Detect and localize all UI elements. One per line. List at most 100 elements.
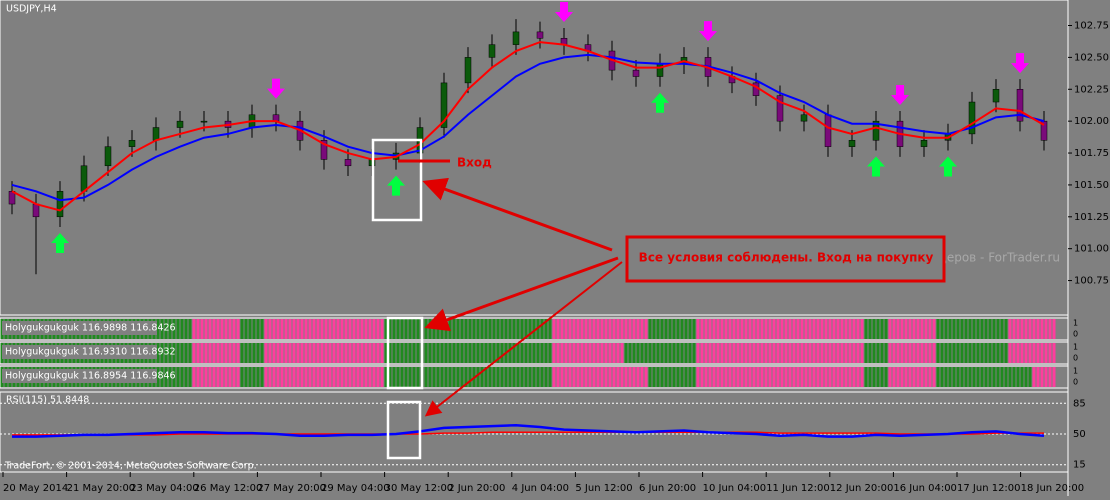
indicator-bar [184,319,188,339]
indicator-bar [220,343,224,363]
x-tick-label: 17 Jun 12:00 [957,483,1021,494]
indicator-bar [612,343,616,363]
indicator-bar [308,343,312,363]
candle-body [344,159,352,167]
indicator-bar [848,319,852,339]
indicator-bar [412,367,416,387]
indicator-bar [552,319,556,339]
indicator-bar [300,367,304,387]
indicator-bar [496,343,500,363]
indicator-bar [624,343,628,363]
indicator-bar [776,343,780,363]
indicator-bar [236,319,240,339]
indicator-bar [468,319,472,339]
candle-body [80,165,88,192]
indicator-bar [944,367,948,387]
rsi-box [386,400,422,460]
indicator-bar [488,367,492,387]
candle-body [992,89,1000,103]
indicator-bar [892,319,896,339]
indicator-bar [628,319,632,339]
indicator-bar [784,319,788,339]
indicator-bar [168,319,172,339]
indicator-bar [1004,343,1008,363]
indicator-bar [956,343,960,363]
sell-arrow [1011,53,1029,74]
indicator-bar [1036,343,1040,363]
indicator-bar [404,343,408,363]
indicator-bar [156,319,160,339]
indicator-bar [652,319,656,339]
indicator-bar [364,343,368,363]
x-tick-label: 26 May 12:00 [194,483,263,494]
indicator-bar [932,367,936,387]
indicator-bar [444,343,448,363]
indicator-bar [916,343,920,363]
indicator-bar [736,343,740,363]
indicator-bar [264,319,268,339]
indicator-bar [372,367,376,387]
indicator-bar [344,343,348,363]
indicator-bar [564,367,568,387]
indicator-bar [632,343,636,363]
indicator-bar [1040,367,1044,387]
indicator-bar [464,319,468,339]
indicator-bar [348,319,352,339]
indicator-bar [320,367,324,387]
indicator-bar [680,319,684,339]
indicator-bar [756,367,760,387]
indicator-bar [828,367,832,387]
indicator-bar [700,319,704,339]
indicator-bar [208,343,212,363]
indicator-bar [204,367,208,387]
indicator-bar [692,319,696,339]
indicator-bar [196,319,200,339]
indicator-bar [292,343,296,363]
indicator-bar [316,343,320,363]
indicator-bar [376,319,380,339]
indicator-bar [864,319,868,339]
indicator-bar [888,319,892,339]
indicator-bar [996,319,1000,339]
indicator-bar [740,367,744,387]
indicator-bar [1000,319,1004,339]
indicator-bar [200,319,204,339]
indicator-bar [756,319,760,339]
indicator-bar [484,343,488,363]
indicator-bar [656,343,660,363]
sell-arrow [555,2,573,23]
indicator-bar [792,367,796,387]
indicator-bar [840,343,844,363]
indicator-bar [720,343,724,363]
indicator-bar [860,319,864,339]
indicator-bar [852,343,856,363]
indicator-bar [424,319,428,339]
indicator-bar [388,343,392,363]
indicator-bar [796,319,800,339]
sell-arrow [267,78,285,99]
indicator-bar [708,367,712,387]
indicator-bar [640,367,644,387]
indicator-bar [660,319,664,339]
indicator-bar [184,367,188,387]
indicator-bar [1016,343,1020,363]
indicator-bar [788,343,792,363]
indicator-bar [260,367,264,387]
indicator-bar [804,319,808,339]
indicator-bar [588,367,592,387]
indicator-bar [1032,319,1036,339]
indicator-bar [804,367,808,387]
callout-text: Все условия соблюдены. Вход на покупку [639,251,934,265]
indicator-bar [308,319,312,339]
indicator-bar [516,319,520,339]
indicator-bar [532,319,536,339]
indicator-bar [340,367,344,387]
indicator-bar [716,367,720,387]
indicator-bar [824,319,828,339]
indicator-bar [496,367,500,387]
indicator-bar [176,343,180,363]
indicator-bar [672,343,676,363]
indicator-bar [248,367,252,387]
indicator-bar [1024,367,1028,387]
indicator-bar [916,319,920,339]
